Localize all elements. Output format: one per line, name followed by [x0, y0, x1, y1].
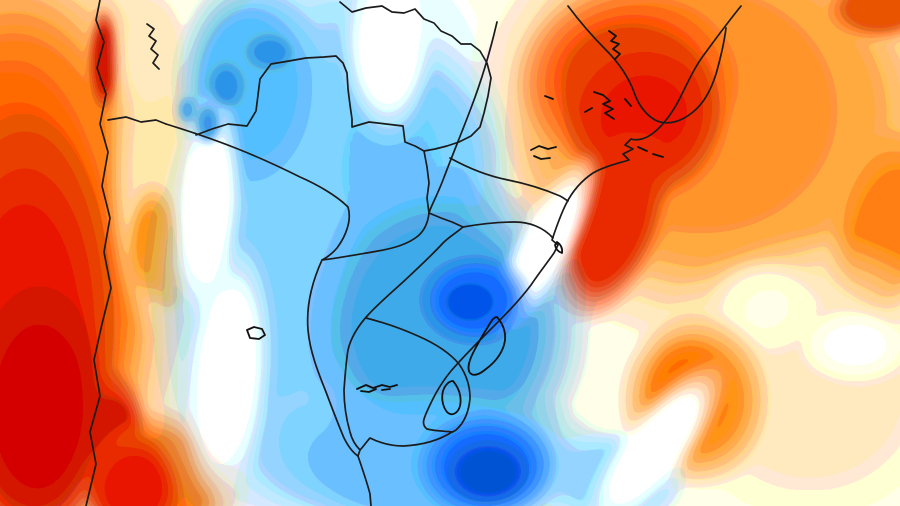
- cool-core-south-inner: [445, 439, 531, 505]
- uruguay-brazil-border: [365, 317, 471, 433]
- ms-sp-state-border: [428, 21, 498, 214]
- border-layer: [85, 0, 742, 506]
- coastal-islands: [637, 146, 664, 158]
- paraguay-north-border: [195, 55, 430, 214]
- argentina-plata-shore: [357, 449, 372, 506]
- neutral-band-west-s: [181, 236, 275, 506]
- sp-pr-state-border: [449, 157, 569, 202]
- atlantic-coastline: [422, 5, 742, 433]
- grande-river-reservoirs: [584, 91, 615, 120]
- sp-mg-rj-state-border: [567, 5, 727, 124]
- florianopolis-island: [554, 241, 564, 254]
- neutral-band-top: [340, 0, 436, 142]
- furnas-reservoir: [608, 30, 621, 60]
- cool-deep-spot-4: [177, 95, 197, 125]
- rio-negro-reservoir: [356, 384, 398, 393]
- uruguay-coast: [359, 431, 453, 451]
- uruguay-river: [343, 226, 464, 451]
- cool-deep-spot-2: [208, 62, 244, 110]
- parana-river-argentina: [306, 259, 359, 457]
- cool-core-rs-inner: [437, 276, 503, 328]
- bolivia-brazil-border: [339, 1, 492, 152]
- warm-red-corner-ne: [824, 0, 900, 42]
- misiones-north-border: [428, 212, 464, 228]
- chile-argentina-border: [85, 0, 112, 506]
- sc-rs-state-border: [462, 221, 554, 239]
- neutral-band-offshore: [579, 356, 731, 506]
- water-layer: [246, 30, 664, 416]
- cool-deep-spot-1: [245, 34, 295, 70]
- bolivia-argentina-border: [107, 116, 167, 125]
- small-reservoir-marks: [544, 95, 632, 107]
- altiplano-squiggle: [146, 23, 160, 70]
- cool-deep-spot-3: [194, 102, 222, 146]
- lagoa-mirim: [441, 380, 462, 416]
- pilcomayo-paraguay-parana-border: [165, 123, 430, 261]
- lagoa-dos-patos: [467, 316, 507, 376]
- white-pocket-southeast: [799, 307, 900, 383]
- mar-chiquita-lagoon: [246, 326, 266, 340]
- tiete-reservoirs: [530, 145, 557, 160]
